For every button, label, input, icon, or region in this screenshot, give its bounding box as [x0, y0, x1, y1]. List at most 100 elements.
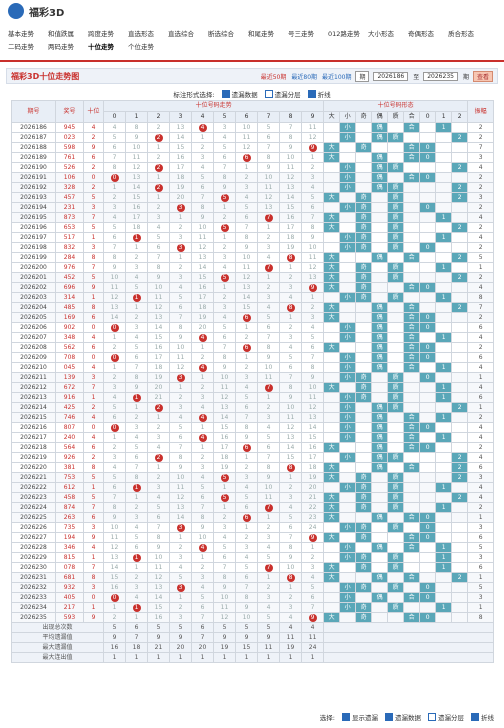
nav-link[interactable]: 大小形态: [368, 29, 394, 38]
shape-empty: [323, 232, 341, 243]
to-input[interactable]: 2026235: [423, 71, 458, 81]
nav-link[interactable]: 012路走势: [328, 29, 360, 38]
omission: 2: [103, 612, 126, 623]
stat-value: 5: [169, 622, 192, 633]
shape-hit: 合: [403, 592, 421, 603]
option[interactable]: 折线: [471, 712, 494, 722]
shape-hit: 合: [403, 342, 421, 353]
option[interactable]: 遗漏分层: [428, 712, 464, 722]
hit-ball: 6: [242, 513, 251, 522]
from-input[interactable]: 2026186: [373, 71, 409, 81]
shape-empty: [323, 482, 341, 493]
omission: 2: [103, 192, 126, 203]
omission: 3: [103, 382, 126, 393]
checkbox[interactable]: [221, 90, 230, 98]
ten-digit: 6: [83, 312, 104, 323]
omission: 9: [300, 372, 325, 383]
shape-hit: 0: [419, 352, 437, 363]
checkbox[interactable]: [385, 713, 393, 721]
omission: 2: [169, 542, 192, 553]
hit-cell: 1: [125, 292, 148, 303]
shape-hit: 质: [387, 222, 405, 233]
shape-empty: [403, 192, 421, 203]
omission: 13: [279, 432, 302, 443]
checkbox[interactable]: [428, 713, 436, 721]
period-link[interactable]: 最近80期: [291, 73, 318, 81]
nav-link[interactable]: 奇偶形态: [408, 29, 434, 38]
omission: 3: [103, 452, 126, 463]
omission: 1: [300, 152, 325, 163]
option[interactable]: 遗漏数据: [385, 712, 421, 722]
omission: 19: [191, 312, 214, 323]
omission: 10: [257, 172, 280, 183]
omission: 6: [279, 522, 302, 533]
shape-header: 小: [339, 111, 357, 123]
option-label: 遗漏数据: [231, 91, 258, 99]
data-row: 2026225 263 6 9 3 6 14 8 2 6 1 5 23 大偶合 0 1: [11, 512, 495, 523]
amplitude: 8: [467, 612, 495, 623]
hit-cell: 3: [169, 242, 192, 253]
omission: 11: [279, 162, 302, 173]
omission: 1: [257, 272, 280, 283]
omission: 1: [103, 602, 126, 613]
nav-link[interactable]: 跨度走势: [88, 29, 114, 38]
option[interactable]: 显示遗漏: [342, 712, 378, 722]
omission: 18: [213, 452, 236, 463]
option[interactable]: 折线: [307, 89, 331, 99]
stat-value: 9: [257, 632, 280, 643]
nav-link[interactable]: 二码走势: [8, 42, 34, 51]
checkbox[interactable]: [342, 713, 350, 721]
shape-hit: 合: [403, 172, 421, 183]
shape-hit: 质: [387, 562, 405, 573]
period-link[interactable]: 最近50期: [260, 73, 287, 81]
shape-empty: [419, 562, 437, 573]
nav-link[interactable]: 断选综合: [208, 29, 234, 38]
omission: 2: [125, 412, 148, 423]
option[interactable]: 遗漏分层: [264, 89, 301, 99]
nav-link[interactable]: 十位走势: [88, 42, 114, 51]
nav-link[interactable]: 直选形态: [128, 29, 154, 38]
hit-cell: 2: [147, 132, 170, 143]
nav-link[interactable]: 和尾走势: [248, 29, 274, 38]
shape-hit: 小: [339, 292, 357, 303]
checkbox[interactable]: [264, 90, 273, 98]
draw-number: 696: [55, 282, 84, 293]
hit-ball: 9: [308, 533, 317, 542]
shape-hit: 大: [323, 492, 341, 503]
hit-cell: 7: [257, 212, 280, 223]
hit-ball: 3: [176, 373, 185, 382]
shape-hit: 大: [323, 192, 341, 203]
shape-empty: [419, 132, 437, 143]
shape-empty: [451, 612, 469, 623]
nav-link[interactable]: 号三走势: [288, 29, 314, 38]
view-button[interactable]: 查看: [472, 70, 493, 82]
nav-link[interactable]: 个位走势: [128, 42, 154, 51]
nav-link[interactable]: 质合形态: [448, 29, 474, 38]
omission: 11: [257, 182, 280, 193]
omission: 2: [279, 272, 302, 283]
shape-empty: [451, 152, 469, 163]
nav-link[interactable]: 基本走势: [8, 29, 34, 38]
checkbox[interactable]: [471, 713, 479, 721]
ten-digit: 1: [83, 552, 104, 563]
shape-empty: [323, 332, 341, 343]
shape-hit: 偶: [371, 442, 389, 453]
nav-link[interactable]: 和值跌属: [48, 29, 74, 38]
period-select[interactable]: 期: [355, 70, 370, 82]
shape-empty: [387, 592, 405, 603]
omission: 13: [191, 252, 214, 263]
omission: 6: [191, 492, 214, 503]
shape-empty: [435, 302, 453, 313]
draw-number: 708: [55, 352, 84, 363]
nav-link[interactable]: 直选综合: [168, 29, 194, 38]
shape-empty: [371, 282, 389, 293]
omission: 2: [235, 362, 258, 373]
draw-number: 753: [55, 472, 84, 483]
ten-digit: 7: [83, 262, 104, 273]
checkbox[interactable]: [307, 90, 316, 98]
option[interactable]: 遗漏数据: [221, 89, 258, 99]
period-link[interactable]: 最近100期: [322, 73, 352, 81]
nav-link[interactable]: 两码走势: [48, 42, 74, 51]
title-bar: 福彩3D十位走势图 最近50期 最近80期 最近100期 期 2026186 至 2…: [6, 68, 498, 84]
shape-empty: [355, 342, 373, 353]
